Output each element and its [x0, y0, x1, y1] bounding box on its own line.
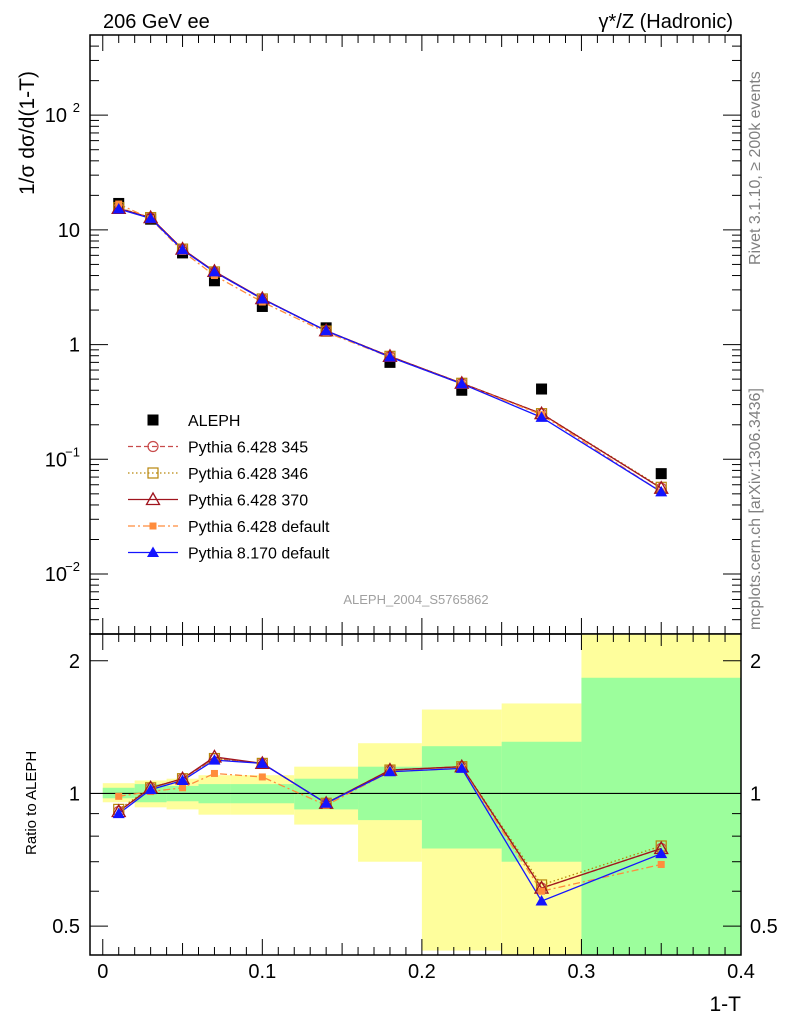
legend-label-p345: Pythia 6.428 345 [188, 440, 308, 457]
ratio-point-p6def [179, 784, 187, 792]
ratio-point-p8def [112, 807, 125, 819]
y-tick-label: 10 [58, 220, 80, 242]
energy-label: 206 GeV ee [103, 11, 210, 33]
series-line-p6def [118, 203, 662, 493]
x-tick-label: 0.3 [568, 961, 596, 983]
y-tick-label: 1 [69, 335, 80, 357]
ratio-plot-frame [89, 633, 742, 956]
x-tick-label: 0.2 [408, 961, 436, 983]
ratio-panel: 0.5 0.5 1 1 2 2 0 0.1 0.2 0.3 0.4 Ratio to ALEPH 1… [23, 633, 778, 1016]
ratio-point-p6def [258, 773, 266, 781]
ratio-y-tick-label: 1 [69, 783, 80, 805]
xlabel: 1-T [710, 993, 742, 1016]
site-label: mcplots.cern.ch [arXiv:1306.3436] [747, 388, 764, 630]
ratio-point-p8def [655, 847, 668, 859]
legend-label-p6def: Pythia 6.428 default [188, 519, 330, 536]
y-tick-label: 10 [45, 449, 67, 471]
legend: ALEPH Pythia 6.428 345 Pythia 6.428 346 Pyt… [128, 413, 330, 563]
point-p8def [256, 292, 269, 304]
ratio-point-p8def [535, 895, 548, 906]
main-plot-frame [89, 34, 742, 635]
x-tick-label: 0.4 [727, 961, 755, 983]
ratio-y-tick-label-right: 0.5 [750, 916, 778, 938]
x-tick-label: 0.1 [248, 961, 276, 983]
point-p8def [455, 377, 468, 389]
point-data [208, 275, 220, 287]
legend-marker-p345 [147, 440, 159, 453]
ratio-point-p6def [657, 860, 665, 868]
analysis-id-label: ALEPH_2004_S5765862 [343, 592, 488, 607]
point-p8def [383, 350, 396, 362]
legend-label-data: ALEPH [188, 413, 240, 430]
ratio-point-p370 [254, 755, 270, 770]
ratio-point-p8def [144, 783, 157, 795]
ratio-line-p8def [118, 759, 662, 902]
ratio-point-p6def [538, 887, 546, 895]
y-tick-exponent: −1 [65, 444, 80, 459]
point-p8def [176, 243, 189, 255]
ratio-y-tick-label-right: 2 [750, 651, 761, 673]
point-p8def [535, 411, 548, 422]
uncertainty-band-inner [581, 677, 741, 955]
point-data [456, 384, 468, 396]
y-tick-label: 10 [45, 105, 67, 127]
legend-label-p346: Pythia 6.428 346 [188, 466, 308, 483]
point-p8def [144, 212, 157, 223]
uncertainty-band-inner [501, 741, 582, 862]
y-tick-label: 10 [45, 564, 67, 586]
point-p8def [112, 203, 125, 214]
ratio-point-p6def [210, 769, 218, 777]
legend-marker-data [147, 414, 159, 426]
legend-label-p8def: Pythia 8.170 default [188, 546, 330, 563]
ratio-point-p8def [208, 754, 221, 765]
rivet-label: Rivet 3.1.10, ≥ 200k events [747, 71, 764, 265]
point-data [256, 300, 268, 312]
ratio-point-p8def [176, 774, 189, 785]
x-tick-label: 0 [97, 961, 108, 983]
ratio-y-tick-label: 2 [69, 651, 80, 673]
point-p8def [208, 265, 221, 277]
ratio-ylabel: Ratio to ALEPH [23, 751, 40, 855]
y-tick-exponent: 2 [73, 100, 80, 115]
ratio-point-p6def [115, 792, 123, 800]
ratio-line-p6def [118, 767, 662, 892]
main-ylabel: 1/σ dσ/d(1-T) [16, 71, 39, 195]
ratio-point-p8def [320, 797, 333, 808]
ratio-point-p8def [256, 757, 269, 768]
y-tick-exponent: −2 [65, 559, 80, 574]
point-data [384, 356, 396, 368]
ratio-y-tick-label-right: 1 [750, 783, 761, 805]
legend-label-p370: Pythia 6.428 370 [188, 493, 308, 510]
legend-marker-p8def [147, 546, 159, 557]
legend-marker-p346 [147, 467, 159, 479]
legend-marker-p6def [149, 522, 157, 530]
ratio-point-p8def [455, 762, 468, 773]
process-label: γ*/Z (Hadronic) [599, 11, 733, 33]
ratio-plot-area: 0.5 0.5 1 1 2 2 0 0.1 0.2 0.3 0.4 [52, 633, 778, 983]
point-data [536, 383, 548, 395]
legend-marker-p370 [145, 491, 161, 506]
point-data [655, 468, 667, 480]
point-p8def [320, 324, 333, 336]
ratio-y-tick-label: 0.5 [52, 916, 80, 938]
series-line-p8def [118, 208, 662, 493]
ratio-point-p8def [383, 765, 396, 777]
point-p8def [655, 485, 668, 497]
